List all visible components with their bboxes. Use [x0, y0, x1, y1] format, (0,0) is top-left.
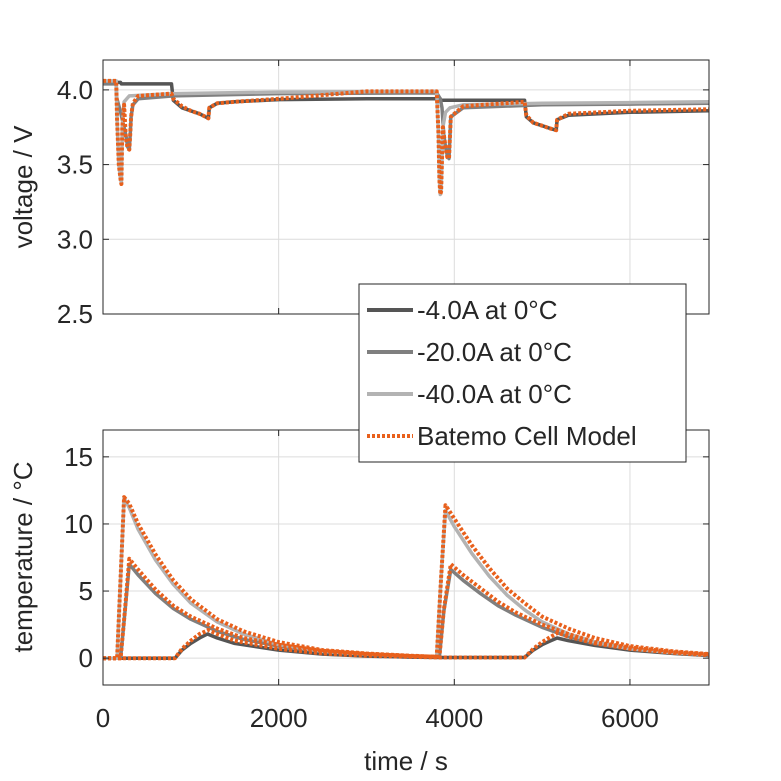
voltage-y-tick-label: 3.5	[57, 150, 93, 180]
temperature-series	[103, 495, 710, 661]
voltage-series-line	[103, 78, 710, 197]
temperature-ticks: 0 5 10 15 0 2000 4000 6000	[64, 430, 709, 733]
voltage-y-ticks: 2.5 3.0 3.5 4.0	[57, 60, 709, 329]
voltage-y-tick-label: 4.0	[57, 75, 93, 105]
temperature-x-tick-label: 0	[96, 703, 110, 733]
voltage-series	[103, 78, 710, 197]
legend-label-4A: -4.0A at 0°C	[417, 295, 557, 325]
temperature-x-tick-label: 4000	[425, 703, 483, 733]
legend-label-model: Batemo Cell Model	[417, 421, 637, 451]
legend: -4.0A at 0°C -20.0A at 0°C -40.0A at 0°C…	[358, 283, 687, 463]
temperature-series-line	[103, 495, 710, 661]
temperature-y-tick-label: 5	[79, 576, 93, 606]
voltage-y-label: voltage / V	[8, 125, 38, 249]
legend-label-40A: -40.0A at 0°C	[417, 379, 572, 409]
voltage-y-tick-label: 3.0	[57, 224, 93, 254]
legend-box	[358, 283, 687, 463]
temperature-x-tick-label: 6000	[601, 703, 659, 733]
time-x-label: time / s	[364, 746, 448, 776]
temperature-series-line	[103, 628, 710, 661]
temperature-y-tick-label: 10	[64, 509, 93, 539]
legend-label-20A: -20.0A at 0°C	[417, 337, 572, 367]
temperature-y-tick-label: 15	[64, 442, 93, 472]
temperature-y-tick-label: 0	[79, 643, 93, 673]
voltage-panel: 2.5 3.0 3.5 4.0 voltage / V	[8, 59, 710, 329]
voltage-y-tick-label: 2.5	[57, 299, 93, 329]
temperature-y-label: temperature / °C	[8, 461, 38, 652]
temperature-x-tick-label: 2000	[250, 703, 308, 733]
